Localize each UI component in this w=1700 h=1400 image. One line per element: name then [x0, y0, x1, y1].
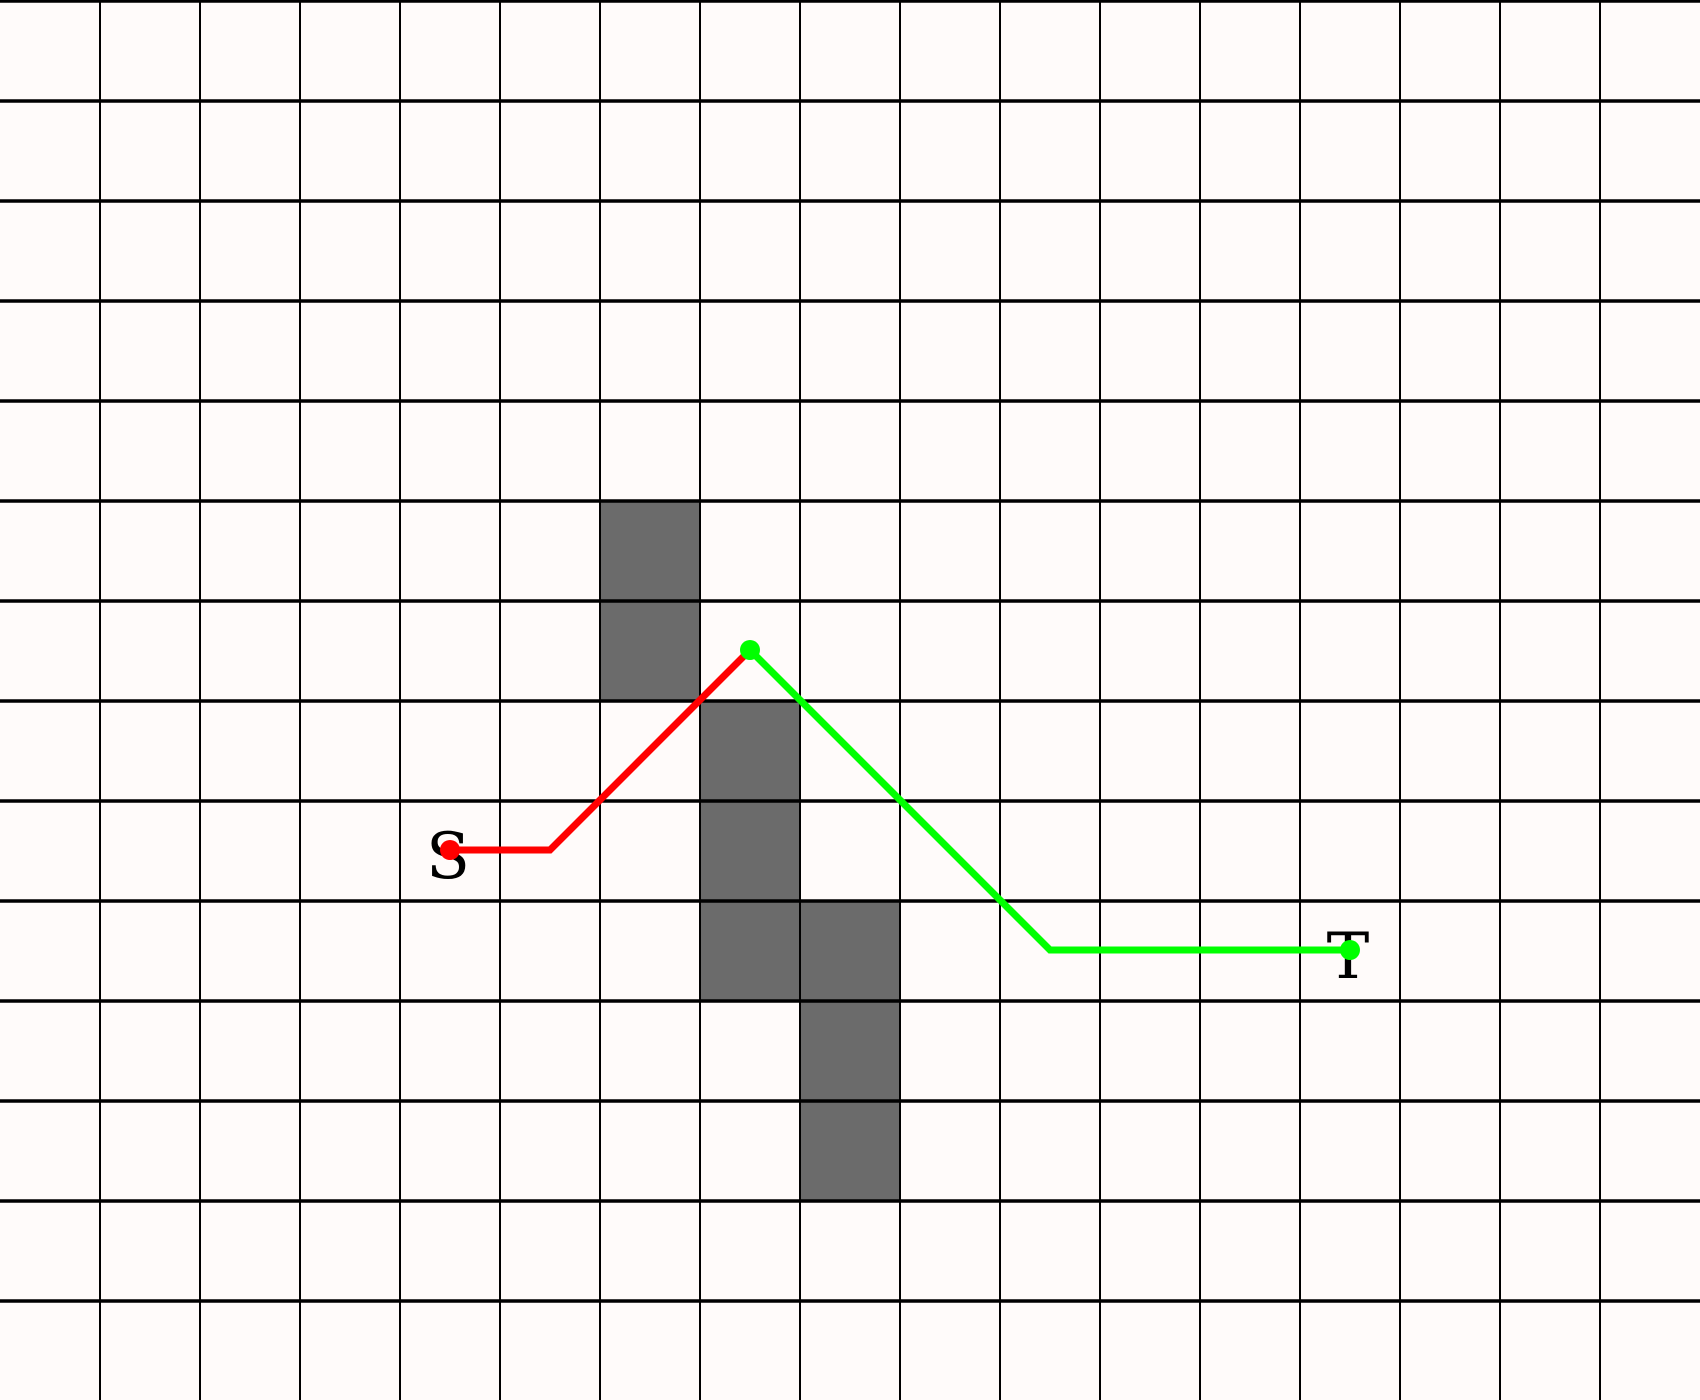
- obstacle-cell: [700, 800, 800, 900]
- green-path: [747, 647, 1350, 954]
- path-nodes: [440, 640, 1360, 960]
- obstacle-cell: [800, 900, 900, 1000]
- obstacle-cell: [600, 600, 700, 700]
- start-node: [440, 840, 460, 860]
- target-node: [1340, 940, 1360, 960]
- obstacle-cell: [700, 900, 800, 1000]
- obstacle-cell: [700, 700, 800, 800]
- waypoint-node: [740, 640, 760, 660]
- path-lines: [450, 647, 1350, 954]
- obstacle-cell: [600, 500, 700, 600]
- obstacle-cell: [800, 1000, 900, 1100]
- obstacle-cells: [600, 500, 900, 1200]
- obstacle-cell: [800, 1100, 900, 1200]
- red-path: [450, 647, 753, 854]
